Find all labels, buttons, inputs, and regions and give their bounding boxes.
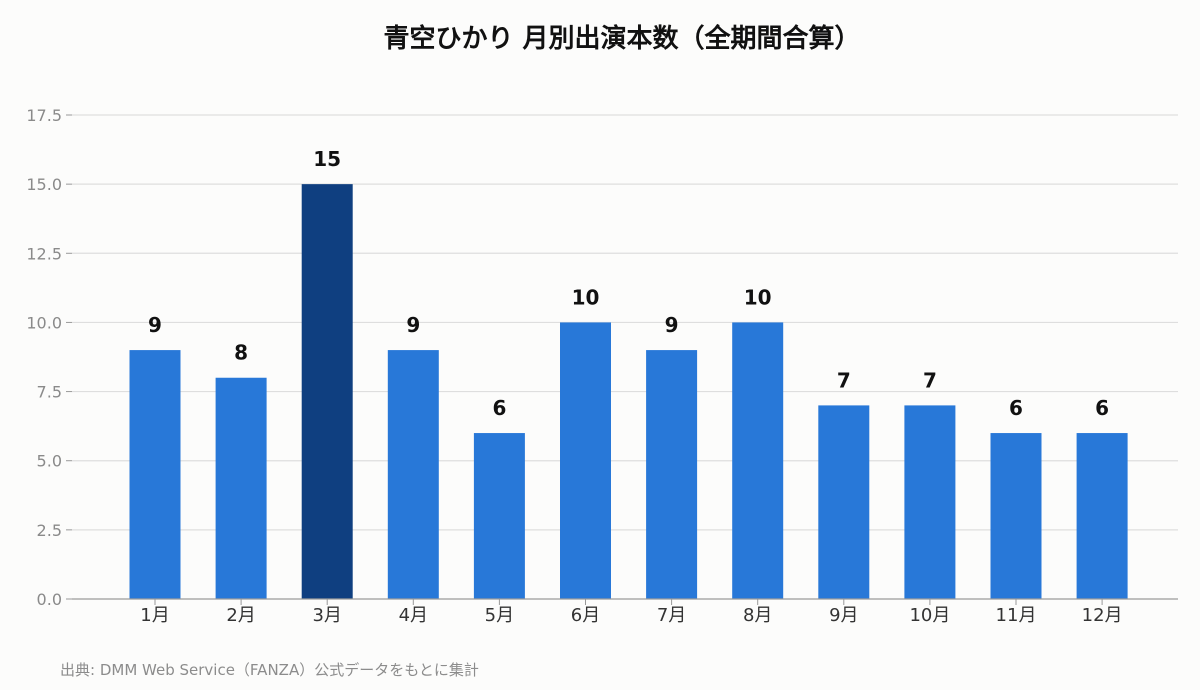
y-tick-label: 7.5 — [37, 383, 62, 402]
source-note: 出典: DMM Web Service（FANZA）公式データをもとに集計 — [60, 661, 479, 679]
x-tick-label: 6月 — [571, 605, 600, 626]
bar-value-label: 9 — [148, 313, 162, 337]
bar — [473, 433, 525, 599]
bar — [904, 405, 956, 599]
x-tick-label: 2月 — [226, 605, 255, 626]
bar-value-label: 6 — [1009, 396, 1023, 420]
x-tick-label: 5月 — [485, 605, 514, 626]
bar — [646, 350, 698, 599]
bar — [129, 350, 181, 599]
bar — [818, 405, 870, 599]
bar — [301, 184, 353, 599]
axes: 0.0 2.5 5.0 7.5 10.0 12.5 15.0 17.5 1月 2月 3月 4月 5月 6月… — [26, 106, 1178, 626]
x-tick-label: 1月 — [140, 605, 169, 626]
x-tick-label: 4月 — [399, 605, 428, 626]
bar — [1076, 433, 1128, 599]
bar-value-label: 15 — [313, 147, 341, 171]
bar-value-label: 7 — [923, 368, 937, 392]
y-tick-label: 17.5 — [26, 106, 62, 125]
x-tick-label: 3月 — [312, 605, 341, 626]
y-tick-label: 5.0 — [37, 452, 62, 471]
bar — [560, 322, 611, 599]
x-tick-label: 8月 — [743, 605, 772, 626]
bar — [732, 322, 784, 599]
bar — [990, 433, 1042, 599]
chart-title: 青空ひかり 月別出演本数（全期間合算） — [383, 24, 861, 54]
bar-value-label: 8 — [234, 341, 248, 365]
y-tick-label: 0.0 — [37, 590, 62, 609]
bar — [215, 377, 267, 599]
y-tick-label: 10.0 — [26, 313, 62, 332]
x-tick-label: 11月 — [996, 605, 1037, 626]
bar-value-label: 7 — [837, 368, 851, 392]
bars: 9 8 15 9 6 10 9 10 7 7 6 6 — [129, 147, 1128, 599]
bar-value-label: 9 — [665, 313, 679, 337]
bar-value-label: 9 — [406, 313, 420, 337]
x-tick-label: 7月 — [657, 605, 686, 626]
x-tick-label: 9月 — [829, 605, 858, 626]
x-tick-label: 10月 — [909, 605, 950, 626]
y-tick-label: 12.5 — [26, 244, 62, 263]
bar-value-label: 6 — [492, 396, 506, 420]
bar — [387, 350, 439, 599]
bar-value-label: 10 — [744, 285, 772, 309]
bar-value-label: 6 — [1095, 396, 1109, 420]
bar-value-label: 10 — [572, 285, 600, 309]
y-tick-label: 2.5 — [37, 521, 62, 540]
x-tick-label: 12月 — [1082, 605, 1123, 626]
y-tick-label: 15.0 — [26, 175, 62, 194]
